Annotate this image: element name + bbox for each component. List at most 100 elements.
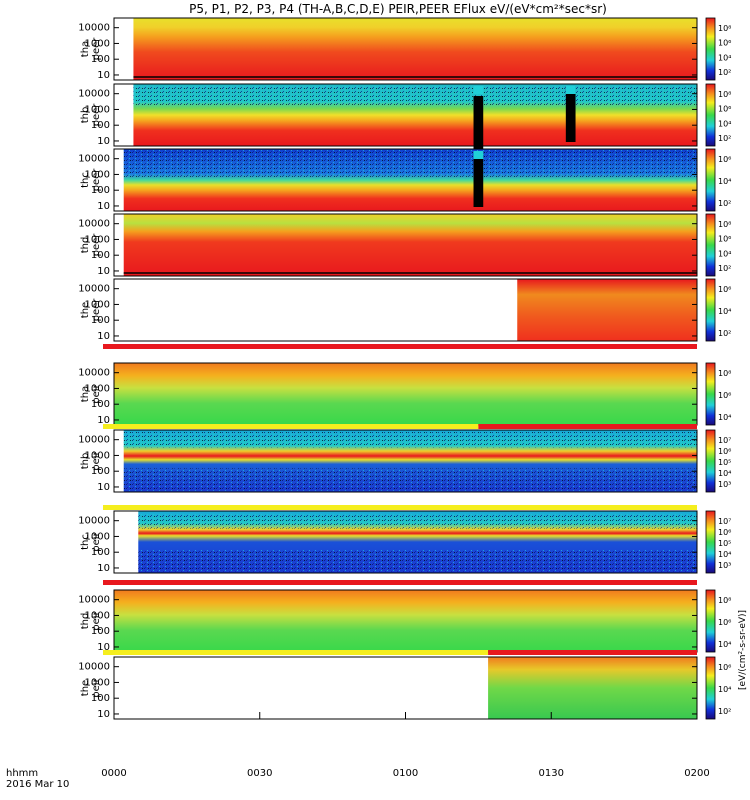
data-gap bbox=[473, 151, 484, 207]
ytick-label: 10000 bbox=[78, 23, 110, 34]
spectrogram-data bbox=[488, 657, 697, 719]
ytick-label: 1000 bbox=[85, 104, 110, 115]
colorbar-tick-label: 10⁷ bbox=[718, 517, 731, 526]
status-bar-red bbox=[103, 580, 697, 585]
ytick-label: 100 bbox=[91, 120, 110, 131]
panel-ylabel-bottom: peir bbox=[91, 383, 102, 403]
colorbar-thd-peer: 10⁸ 10⁶ 10⁴ 10² bbox=[705, 213, 731, 277]
ytick-label: 10000 bbox=[78, 284, 110, 295]
ytick-label: 1000 bbox=[85, 383, 110, 394]
spectrogram-noise bbox=[133, 86, 697, 106]
spectrogram-noise bbox=[138, 513, 697, 529]
panel-thc-peer: thc peer 10000 1000 100 10 bbox=[78, 148, 698, 212]
panel-ylabel-bottom: peir bbox=[91, 531, 102, 551]
colorbar-strip bbox=[705, 429, 716, 493]
colorbar-strip bbox=[705, 213, 716, 277]
ytick-label: 100 bbox=[91, 315, 110, 326]
panel-ylabel-top: thd bbox=[80, 237, 91, 254]
time-axis-row-label-1: hhmm bbox=[6, 768, 38, 779]
spectrogram-noise bbox=[123, 149, 697, 177]
colorbar-tick-label: 10⁷ bbox=[718, 436, 731, 445]
colorbar-tick-label: 10⁸ bbox=[718, 90, 731, 99]
time-axis: hhmm 2016 Mar 10 0000 0030 0100 0130 0200 bbox=[6, 712, 710, 790]
data-gap bbox=[565, 86, 576, 142]
colorbar-strip bbox=[705, 362, 716, 426]
status-bar bbox=[103, 424, 697, 429]
panel-ylabel-top: tha bbox=[80, 386, 91, 402]
ytick-label: 10 bbox=[97, 563, 110, 574]
ytick-label: 1000 bbox=[85, 169, 110, 180]
data-gap-cap bbox=[473, 151, 484, 159]
panel-ylabel-bottom: peir bbox=[91, 610, 102, 630]
status-bars bbox=[103, 344, 697, 655]
panel-ylabel-top: thb bbox=[80, 107, 91, 124]
ytick-label: 10 bbox=[97, 415, 110, 426]
ytick-label: 10000 bbox=[78, 154, 110, 165]
ytick-label: 1000 bbox=[85, 531, 110, 542]
colorbar-tick-label: 10⁴ bbox=[718, 177, 731, 186]
colorbar-tha-peir: 10⁸ 10⁶ 10⁴ bbox=[705, 362, 731, 426]
status-bar-yellow bbox=[103, 505, 697, 510]
colorbar-tick-label: 10⁵ bbox=[718, 539, 731, 548]
ytick-label: 10000 bbox=[78, 662, 110, 673]
colorbar-tick-label: 10² bbox=[718, 707, 731, 716]
colorbar-tick-label: 10⁴ bbox=[718, 640, 731, 649]
ytick-label: 1000 bbox=[85, 610, 110, 621]
data-gap-cap bbox=[473, 86, 484, 94]
ytick-label: 10000 bbox=[78, 368, 110, 379]
ytick-label: 1000 bbox=[85, 299, 110, 310]
colorbar-tick-label: 10⁸ bbox=[718, 369, 731, 378]
time-tick-label: 0030 bbox=[247, 768, 272, 779]
panel-frame bbox=[113, 148, 698, 212]
ytick-label: 10 bbox=[97, 482, 110, 493]
colorbar-tick-label: 10⁴ bbox=[718, 307, 731, 316]
ytick-label: 100 bbox=[91, 399, 110, 410]
colorbar-strip bbox=[705, 278, 716, 342]
panel-frame bbox=[113, 278, 698, 342]
status-bar-yellow bbox=[103, 424, 479, 429]
time-tick-label: 0200 bbox=[684, 768, 709, 779]
ytick-label: 100 bbox=[91, 693, 110, 704]
ytick-label: 100 bbox=[91, 547, 110, 558]
spectrogram-data bbox=[133, 18, 697, 80]
colorbar-tick-label: 10⁴ bbox=[718, 53, 731, 62]
time-tick-label: 0130 bbox=[539, 768, 564, 779]
panel-frame bbox=[113, 429, 698, 493]
panel-tha-peer: tha peer 10000 1000 100 10 bbox=[78, 17, 698, 81]
colorbar-tick-label: 10² bbox=[718, 329, 731, 338]
status-bar-red bbox=[478, 424, 697, 429]
ytick-label: 100 bbox=[91, 250, 110, 261]
colorbar-thb-peer: 10⁸ 10⁶ 10⁴ 10² bbox=[705, 83, 731, 147]
colorbar-tick-label: 10⁶ bbox=[718, 391, 731, 400]
colorbars: 10⁸10⁶10⁴10²10⁸10⁶10⁴10²10⁶10⁴10²10⁸10⁶1… bbox=[705, 17, 731, 720]
time-tick-label: 0100 bbox=[393, 768, 418, 779]
ytick-label: 10000 bbox=[78, 595, 110, 606]
colorbar-tick-label: 10² bbox=[718, 199, 731, 208]
panel-ylabel-bottom: peer bbox=[91, 233, 102, 257]
colorbar-tick-label: 10⁴ bbox=[718, 550, 731, 559]
colorbar-tick-label: 10² bbox=[718, 134, 731, 143]
panel-ylabel-top: thd bbox=[80, 613, 91, 630]
colorbar-strip bbox=[705, 17, 716, 81]
colorbar-the-peir: 10⁶ 10⁴ 10² bbox=[705, 656, 731, 720]
colorbar-tick-label: 10⁶ bbox=[718, 663, 731, 672]
spectrogram-data bbox=[517, 279, 697, 341]
status-bar-yellow bbox=[103, 650, 489, 655]
status-bar bbox=[103, 344, 697, 349]
ytick-label: 10000 bbox=[78, 516, 110, 527]
colorbar-tick-label: 10⁶ bbox=[718, 285, 731, 294]
panel-frame bbox=[113, 213, 698, 277]
colorbar-tick-label: 10⁶ bbox=[718, 105, 731, 114]
figure-title: P5, P1, P2, P3, P4 (TH-A,B,C,D,E) PEIR,P… bbox=[189, 2, 607, 16]
ytick-label: 10 bbox=[97, 136, 110, 147]
time-axis-row-label-2: 2016 Mar 10 bbox=[6, 779, 69, 790]
colorbar-tick-label: 10⁶ bbox=[718, 155, 731, 164]
ytick-label: 100 bbox=[91, 54, 110, 65]
colorbar-strip bbox=[705, 148, 716, 212]
ytick-label: 100 bbox=[91, 185, 110, 196]
panel-ylabel-top: tha bbox=[80, 41, 91, 57]
colorbar-tick-label: 10⁴ bbox=[718, 119, 731, 128]
panel-ylabel-top: the bbox=[80, 302, 91, 318]
